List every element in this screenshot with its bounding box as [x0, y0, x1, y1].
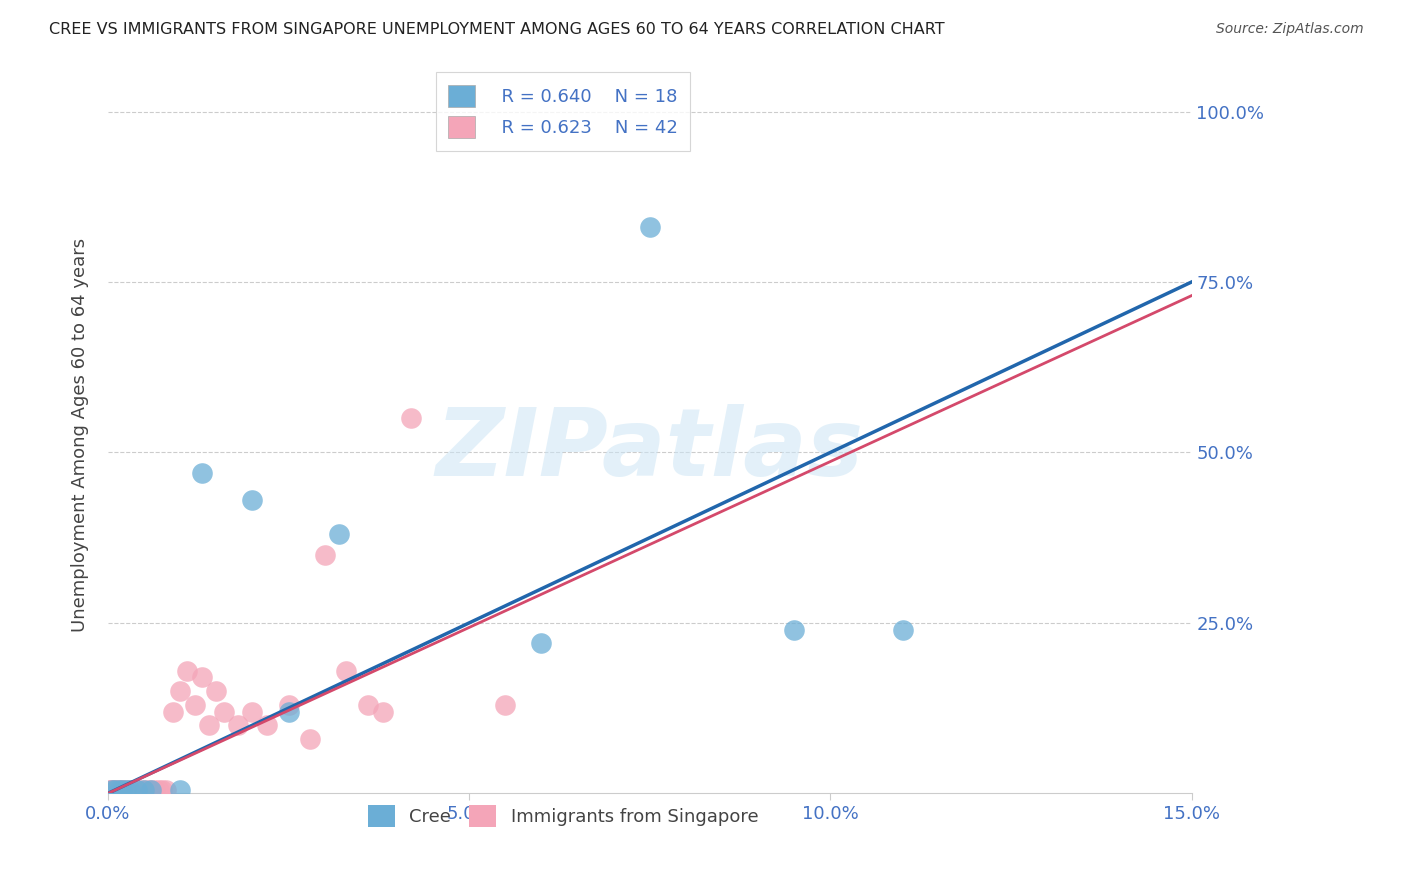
- Point: [242, 705, 264, 719]
- Point: [141, 783, 163, 797]
- Point: [212, 705, 235, 719]
- Point: [242, 493, 264, 508]
- Point: [169, 684, 191, 698]
- Point: [104, 783, 127, 797]
- Point: [256, 718, 278, 732]
- Point: [226, 718, 249, 732]
- Point: [335, 664, 357, 678]
- Point: [143, 783, 166, 797]
- Point: [105, 783, 128, 797]
- Y-axis label: Unemployment Among Ages 60 to 64 years: Unemployment Among Ages 60 to 64 years: [72, 238, 89, 632]
- Point: [314, 548, 336, 562]
- Legend: Cree, Immigrants from Singapore: Cree, Immigrants from Singapore: [360, 798, 766, 834]
- Point: [136, 783, 159, 797]
- Point: [104, 783, 127, 797]
- Point: [494, 698, 516, 712]
- Point: [401, 411, 423, 425]
- Point: [277, 705, 299, 719]
- Point: [891, 623, 914, 637]
- Point: [132, 783, 155, 797]
- Point: [111, 783, 134, 797]
- Point: [115, 783, 138, 797]
- Point: [191, 670, 214, 684]
- Point: [169, 783, 191, 797]
- Point: [150, 783, 173, 797]
- Point: [111, 783, 134, 797]
- Point: [125, 783, 148, 797]
- Point: [101, 783, 124, 797]
- Point: [638, 220, 661, 235]
- Point: [100, 783, 122, 797]
- Point: [191, 466, 214, 480]
- Point: [108, 783, 131, 797]
- Point: [112, 783, 135, 797]
- Point: [357, 698, 380, 712]
- Point: [125, 783, 148, 797]
- Point: [277, 698, 299, 712]
- Point: [103, 783, 125, 797]
- Point: [100, 783, 122, 797]
- Point: [148, 783, 170, 797]
- Point: [141, 783, 163, 797]
- Point: [205, 684, 228, 698]
- Point: [132, 783, 155, 797]
- Point: [129, 783, 152, 797]
- Point: [120, 783, 142, 797]
- Text: CREE VS IMMIGRANTS FROM SINGAPORE UNEMPLOYMENT AMONG AGES 60 TO 64 YEARS CORRELA: CREE VS IMMIGRANTS FROM SINGAPORE UNEMPL…: [49, 22, 945, 37]
- Point: [155, 783, 177, 797]
- Point: [328, 527, 350, 541]
- Point: [118, 783, 141, 797]
- Point: [162, 705, 184, 719]
- Point: [198, 718, 221, 732]
- Point: [118, 783, 141, 797]
- Point: [115, 783, 138, 797]
- Point: [108, 783, 131, 797]
- Point: [176, 664, 198, 678]
- Point: [299, 731, 322, 746]
- Point: [183, 698, 205, 712]
- Point: [98, 783, 121, 797]
- Point: [371, 705, 394, 719]
- Point: [530, 636, 553, 650]
- Point: [783, 623, 806, 637]
- Text: ZIPatlas: ZIPatlas: [436, 404, 863, 496]
- Point: [122, 783, 145, 797]
- Text: Source: ZipAtlas.com: Source: ZipAtlas.com: [1216, 22, 1364, 37]
- Point: [110, 783, 132, 797]
